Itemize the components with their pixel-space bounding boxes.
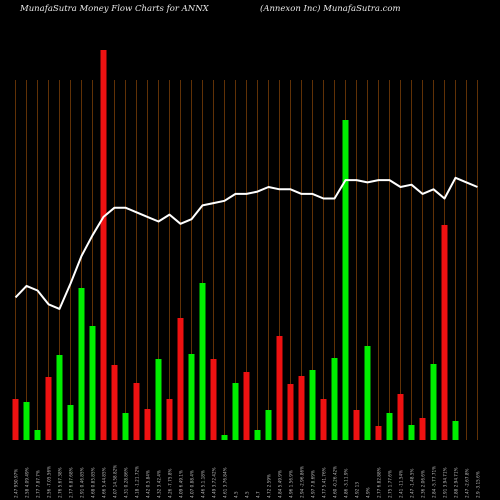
x-axis-label: 4.92 13 (355, 482, 360, 498)
volume-bar (331, 358, 338, 440)
x-axis-label: 2.75 1.77.6% (388, 470, 393, 498)
chart-title: MunafaSutra Money Flow Charts for ANNX (20, 4, 209, 14)
volume-bar (100, 50, 107, 440)
x-axis-label: 4.9% (366, 487, 371, 498)
x-axis-label: 4.60 -0.26.42% (333, 466, 338, 498)
x-axis-label: 4.61 3.76.84% (223, 467, 228, 498)
x-axis-label: 2.77 7.87.7% (36, 470, 41, 498)
volume-bar (430, 364, 437, 440)
volume-bar (353, 410, 360, 440)
x-axis-label: 2.47 -1.48.5% (410, 469, 415, 498)
x-axis-label: 2.36 2.06.6% (421, 470, 426, 498)
volume-bar (111, 365, 118, 440)
x-axis-label: 4.68 0.85.85% (91, 467, 96, 498)
x-axis-label: 2.58 4.09.49% (25, 467, 30, 498)
volume-bar (419, 418, 426, 440)
volume-bar (23, 402, 30, 440)
chart-subtitle: (Annexon Inc) MunafaSutra.com (260, 4, 401, 14)
x-axis-label: 2.47 950.97% (14, 469, 19, 498)
volume-bar (56, 355, 63, 440)
x-axis-label: 4.09 6.49.1% (179, 470, 184, 498)
x-axis-label: 4.07 0.88.4% (190, 470, 195, 498)
money-flow-line (14, 176, 478, 310)
x-axis-label: 4.7 (256, 491, 261, 498)
x-axis-label: 4.07 14.58.82% (113, 465, 118, 498)
volume-bar (133, 383, 140, 440)
volume-bar (122, 413, 129, 440)
volume-bar (210, 359, 217, 440)
volume-bar (408, 425, 415, 440)
x-axis-label: 4.77 5.41.76% (322, 467, 327, 498)
x-axis-label: 4.5 (245, 491, 250, 498)
volume-bar (397, 394, 404, 440)
x-axis-label: 2.91 3.94.71% (443, 467, 448, 498)
x-axis-label: 2.84 -5.77.71% (432, 466, 437, 498)
x-axis-label: 4.18 -1.21.72% (135, 466, 140, 498)
volume-bar (375, 426, 382, 440)
volume-bar (155, 359, 162, 440)
volume-bar (298, 376, 305, 440)
x-axis-label: 2.9 -3.15.6% (476, 471, 481, 498)
x-axis-label: 4.84 5.49.9% (278, 470, 283, 498)
x-axis-label: 2.88 2.94.71% (454, 467, 459, 498)
x-axis-label: 4.49 3.72.42% (212, 467, 217, 498)
volume-bar (342, 120, 349, 440)
x-axis-label: 4.5 (234, 491, 239, 498)
volume-bar (232, 383, 239, 440)
volume-bar (144, 409, 151, 440)
volume-bar (34, 430, 41, 440)
x-axis-label: 2.91 0.46.85% (80, 467, 85, 498)
volume-bar (441, 225, 448, 440)
volume-bar (78, 288, 85, 440)
x-axis-label: 2.76 5.67.38% (58, 467, 63, 498)
x-axis-label: 4.66 5.44.85% (102, 467, 107, 498)
x-axis-label: 2.94 -2.96.86% (300, 466, 305, 498)
volume-bar (199, 283, 206, 440)
volume-bar (188, 354, 195, 440)
x-axis-label: 2.77 6.87.68% (69, 467, 74, 498)
volume-bar (166, 399, 173, 440)
x-axis-label: 2.77 6.82.88% (377, 467, 382, 498)
chart-bars (12, 50, 459, 440)
x-axis-label: 4.26 -7.75.8% (168, 469, 173, 498)
volume-bar (309, 370, 316, 440)
volume-bar (364, 346, 371, 440)
volume-bar (12, 399, 19, 440)
volume-bar (243, 372, 250, 440)
volume-bar (221, 435, 228, 440)
volume-bar (320, 399, 327, 440)
x-axis-label: 4.97 7.8.69% (311, 470, 316, 498)
x-axis-label: 2.41 -11.54% (399, 470, 404, 498)
x-axis-label: 4.42 0.5.84% (146, 470, 151, 498)
x-axis-label: 4.31 0.28.86% (124, 467, 129, 498)
x-axis-label: 4.96 1.56.9% (289, 470, 294, 498)
volume-bar (177, 318, 184, 440)
volume-bar (276, 336, 283, 440)
volume-bar (386, 413, 393, 440)
x-axis-label: 4.86 -3.11.9% (344, 469, 349, 498)
x-axis-label: 2.56 -7.05.56% (47, 466, 52, 498)
x-axis-label: 2.47 -2.67.8% (465, 469, 470, 498)
chart-line (14, 176, 478, 310)
volume-bar (287, 384, 294, 440)
volume-bar (89, 326, 96, 440)
x-axis-label: 4.32 3.42.4% (157, 470, 162, 498)
volume-bar (452, 421, 459, 440)
x-axis-labels: 2.47 950.97% 2.58 4.09.49% 2.77 7.87.7% 2.5… (14, 465, 481, 498)
x-axis-label: 4.72 2.59% (267, 474, 272, 498)
volume-bar (45, 377, 52, 440)
x-axis-label: 4.46 5.1.18% (201, 470, 206, 498)
volume-bar (265, 410, 272, 440)
volume-bar (67, 405, 74, 440)
volume-bar (254, 430, 261, 440)
